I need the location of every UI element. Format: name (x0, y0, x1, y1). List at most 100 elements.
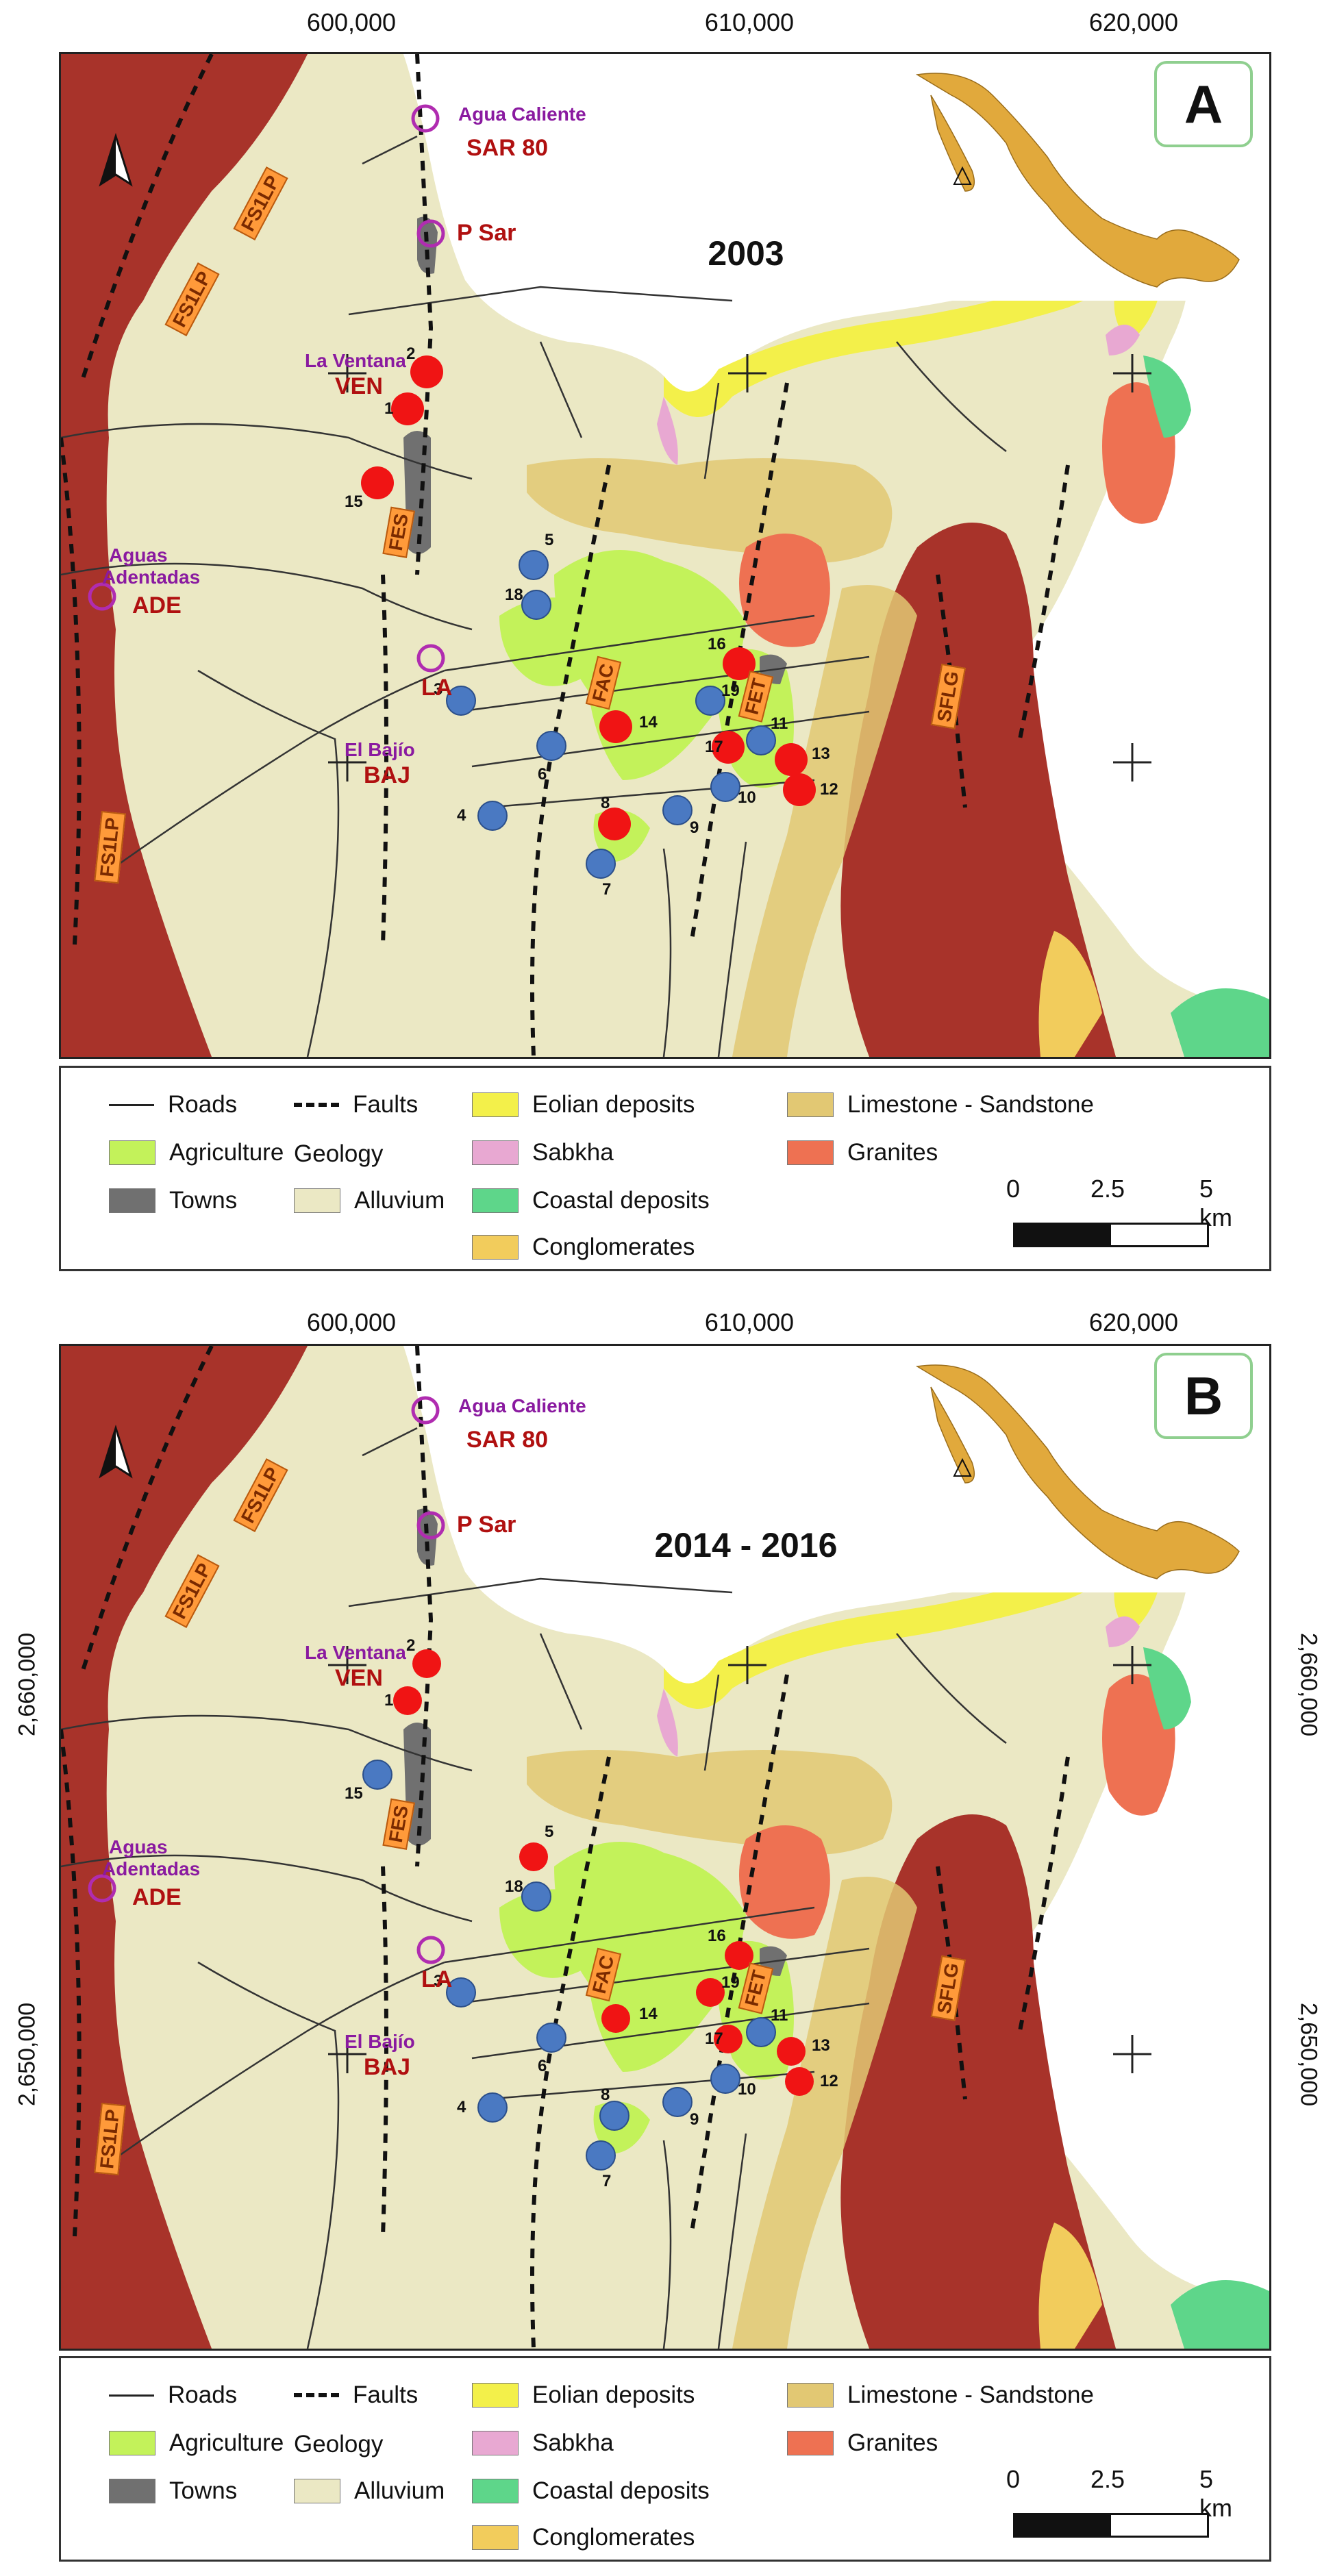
road (717, 2133, 747, 2349)
sampling-site-marker (416, 644, 445, 673)
well-marker (599, 2101, 629, 2131)
legend-item-agriculture: Agriculture (109, 1139, 284, 1166)
road (471, 2002, 870, 2060)
road (458, 655, 870, 713)
sabkha-unit (1106, 1616, 1140, 1647)
well-marker (410, 355, 443, 388)
site-code-ven: VEN (335, 373, 383, 399)
legend-alluvium-swatch (294, 1188, 340, 1213)
coastal-deposit-unit (1171, 988, 1269, 1057)
legend-alluvium-swatch (294, 2479, 340, 2503)
road (703, 382, 720, 479)
legend-label: Roads (168, 2381, 238, 2408)
conglomerate-unit (1038, 931, 1102, 1057)
site-name-la-ventana: La Ventana (305, 1642, 406, 1663)
volcanic-range-west (61, 1346, 308, 2349)
legend-label: Limestone - Sandstone (847, 2381, 1094, 2408)
road (485, 2071, 815, 2101)
well-number-label: 1 (384, 399, 394, 418)
coastal-deposit-unit (1171, 2280, 1269, 2349)
granite-unit (739, 534, 830, 647)
well-number-label: 14 (639, 713, 658, 731)
legend-towns-swatch (109, 1188, 155, 1213)
legend-agriculture-swatch (109, 2431, 155, 2455)
well-number-label: 18 (505, 586, 523, 604)
well-marker (746, 725, 776, 755)
site-name-aguas-adentro: Aguas (109, 1836, 168, 1858)
road (101, 1961, 445, 2169)
well-marker (477, 801, 508, 831)
fault-line (61, 1729, 82, 2237)
road (362, 135, 418, 165)
well-marker (477, 2092, 508, 2123)
fault-line (415, 54, 434, 575)
site-code-psar: P Sar (457, 1512, 516, 1538)
legend-item-coastal: Coastal deposits (472, 2477, 710, 2505)
volcanic-range-east (840, 1814, 1116, 2349)
fault-line (689, 1674, 789, 2237)
legend-label: Faults (353, 2381, 419, 2408)
sampling-site-marker (411, 1396, 440, 1425)
scale-label: 2.5 (1090, 1175, 1125, 1203)
well-number-label: 13 (812, 2036, 830, 2055)
coastal-deposit-unit (1143, 1647, 1191, 1729)
well-marker (536, 2023, 566, 2053)
well-marker (785, 2067, 814, 2096)
scale-label: 2.5 (1090, 2465, 1125, 2493)
road (61, 1854, 473, 1923)
fault-line (530, 1756, 611, 2349)
road (458, 1947, 870, 2005)
legend-limestone-swatch (787, 1092, 834, 1117)
road (61, 1714, 473, 1772)
site-name-aguas-adentro: Adentadas (102, 566, 201, 588)
panel-a: 600,000 610,000 620,000 1 2 3 4 5 6 7 8 9 10 11 12 1… (59, 8, 1271, 1271)
well-number-label: 9 (690, 818, 699, 837)
panel-letter-badge: A (1154, 61, 1253, 147)
legend-item-eolian: Eolian deposits (472, 1091, 695, 1118)
legend-label: Conglomerates (532, 2524, 695, 2551)
basemap (61, 1346, 1269, 2349)
fault-line (61, 437, 82, 945)
well-number-label: 3 (434, 680, 443, 699)
well-marker (586, 2140, 616, 2171)
fault-line (79, 1346, 214, 1675)
legend-label: Alluvium (354, 2477, 445, 2504)
road (896, 341, 1007, 452)
legend-item-roads: Roads (109, 1091, 237, 1118)
sampling-site-marker (416, 1936, 445, 1964)
well-marker (586, 849, 616, 879)
limestone-sandstone-unit (732, 585, 917, 1057)
site-code-la: LA (421, 1966, 453, 1992)
limestone-sandstone-unit (732, 1877, 917, 2349)
well-marker (446, 686, 476, 716)
fault-line (689, 382, 789, 945)
well-number-label: 2 (406, 345, 416, 363)
road (717, 841, 747, 1057)
well-number-label: 19 (721, 1973, 740, 1992)
legend-granites-swatch (787, 2431, 834, 2455)
legend-conglomerates-swatch (472, 2525, 519, 2550)
legend-conglomerates-swatch (472, 1235, 519, 1260)
road (444, 1906, 815, 1964)
well-marker (746, 2017, 776, 2047)
legend-label: Roads (168, 1091, 238, 1118)
x-axis-label: 610,000 (704, 8, 795, 36)
legend-item-faults: Faults (294, 2381, 418, 2409)
legend-item-faults: Faults (294, 1091, 418, 1118)
well-marker (714, 2025, 743, 2053)
road (197, 669, 340, 1057)
site-code-sar80: SAR 80 (466, 135, 549, 161)
legend-label: Towns (169, 2477, 238, 2504)
granite-unit (1102, 382, 1175, 524)
well-number-label: 4 (457, 806, 466, 825)
legend-item-coastal: Coastal deposits (472, 1187, 710, 1214)
well-number-label: 11 (771, 2006, 788, 2025)
y-axis-label: 2,660,000 (1295, 1632, 1322, 1737)
well-marker (777, 2037, 806, 2066)
legend: Roads Faults Eolian deposits Limestone - Sa… (59, 1066, 1271, 1271)
legend-label: Eolian deposits (532, 1091, 695, 1118)
well-number-label: 8 (601, 794, 610, 812)
road (444, 614, 815, 672)
well-marker (695, 686, 725, 716)
road (471, 710, 870, 768)
